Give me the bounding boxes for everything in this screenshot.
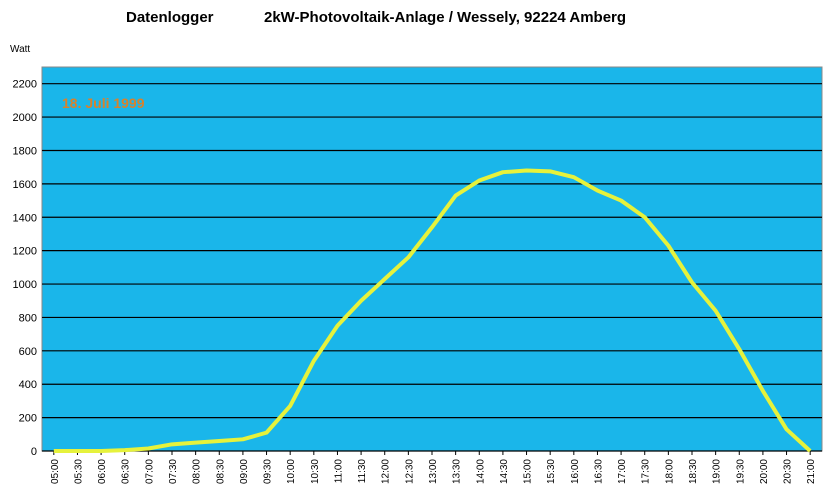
x-tick-label: 20:00 [759, 459, 770, 484]
x-tick-label: 15:30 [546, 459, 557, 484]
annotation: 18. Juli 1999 [62, 95, 145, 111]
plot-area [41, 66, 823, 452]
y-tick-label: 0 [31, 446, 37, 458]
x-tick-label: 21:00 [806, 459, 817, 484]
y-tick-label: 800 [19, 312, 37, 324]
chart-subtitle: 2kW-Photovoltaik-Anlage / Wessely, 92224… [264, 9, 626, 26]
x-tick-label: 19:30 [735, 459, 746, 484]
y-tick-label: 200 [19, 413, 37, 425]
y-tick-label: 400 [19, 379, 37, 391]
x-tick-label: 17:30 [641, 459, 652, 484]
x-tick-label: 14:00 [475, 459, 486, 484]
x-tick-label: 20:30 [783, 459, 794, 484]
x-tick-label: 13:30 [452, 459, 463, 484]
y-tick-label: 1000 [13, 279, 37, 291]
x-tick-label: 14:30 [499, 459, 510, 484]
x-tick-label: 09:00 [239, 459, 250, 484]
x-tick-label: 05:00 [50, 459, 61, 484]
x-tick-label: 07:30 [168, 459, 179, 484]
x-tick-label: 09:30 [263, 459, 274, 484]
x-tick-label: 15:00 [523, 459, 534, 484]
y-tick-label: 1400 [13, 212, 37, 224]
x-tick-label: 12:30 [404, 459, 415, 484]
x-tick-label: 08:00 [192, 459, 203, 484]
x-tick-label: 18:30 [688, 459, 699, 484]
y-tick-label: 2000 [13, 112, 37, 124]
y-tick-label: 1600 [13, 179, 37, 191]
x-tick-label: 12:00 [381, 459, 392, 484]
x-tick-label: 18:00 [664, 459, 675, 484]
x-tick-label: 10:30 [310, 459, 321, 484]
x-tick-label: 16:30 [593, 459, 604, 484]
x-tick-label: 07:00 [144, 459, 155, 484]
y-tick-label: 2200 [13, 79, 37, 91]
y-tick-label: 600 [19, 346, 37, 358]
x-tick-label: 11:00 [333, 459, 344, 484]
x-tick-label: 08:30 [215, 459, 226, 484]
x-tick-label: 11:30 [357, 459, 368, 484]
line-series [53, 168, 812, 453]
x-tick-label: 06:30 [121, 459, 132, 484]
chart-title: Datenlogger [126, 9, 214, 26]
y-axis-label: Watt [10, 44, 30, 55]
x-tick-label: 05:30 [73, 459, 84, 484]
y-tick-label: 1800 [13, 145, 37, 157]
y-tick-label: 1200 [13, 246, 37, 258]
x-tick-label: 16:00 [570, 459, 581, 484]
x-tick-label: 10:00 [286, 459, 297, 484]
x-tick-label: 17:00 [617, 459, 628, 484]
x-tick-label: 19:00 [712, 459, 723, 484]
x-tick-label: 06:00 [97, 459, 108, 484]
x-tick-label: 13:00 [428, 459, 439, 484]
